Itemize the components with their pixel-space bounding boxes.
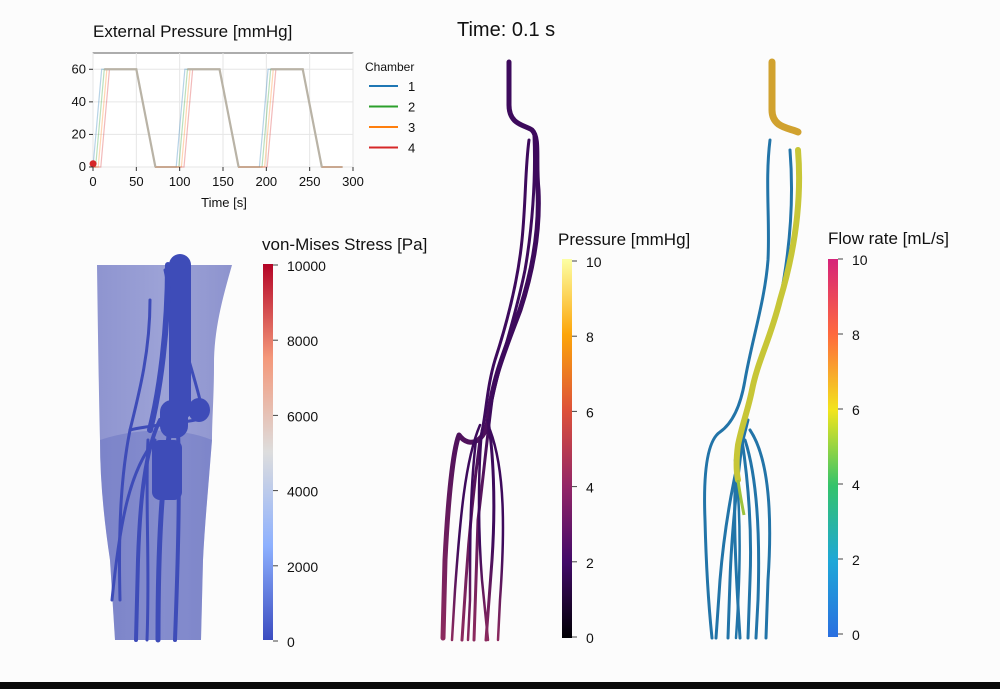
y-tick-label: 20: [72, 126, 86, 141]
legend-label: 2: [408, 100, 415, 115]
colorbar-tick-label: 8: [586, 329, 594, 345]
flow-colorbar-title: Flow rate [mL/s]: [828, 229, 949, 248]
chart-title: External Pressure [mmHg]: [93, 22, 292, 41]
legend-label: 4: [408, 141, 415, 156]
overlap-band: [187, 68, 240, 168]
chart-series-lines: [89, 68, 343, 168]
colorbar-tick-label: 8000: [287, 333, 318, 349]
flow-highlight-branch: [736, 479, 746, 516]
x-tick-label: 100: [169, 174, 191, 189]
knee-cap: [160, 400, 188, 438]
colorbar-tick-label: 0: [852, 627, 860, 643]
flow-colorbar-ticks: 10 8 6 4 2 0: [838, 252, 868, 643]
colorbar-tick-label: 4000: [287, 484, 318, 500]
x-tick-label: 200: [255, 174, 277, 189]
chart-x-axis: 0 50 100 150 200 250 300: [89, 167, 364, 189]
colorbar-tick-label: 4: [586, 480, 594, 496]
external-pressure-chart: External Pressure [mmHg] 0 20 40 60 0 50 100 1…: [72, 22, 416, 210]
chart-x-label: Time [s]: [201, 195, 247, 210]
x-tick-label: 250: [299, 174, 321, 189]
current-time-marker: [89, 160, 97, 168]
flow-panel: Flow rate [mL/s] 10 8 6 4 2 0: [703, 58, 949, 643]
y-tick-label: 60: [72, 61, 86, 76]
flow-trunk-main: [733, 147, 803, 483]
knee-bulge: [188, 398, 210, 422]
colorbar-tick-label: 2000: [287, 559, 318, 575]
overlap-band: [104, 68, 157, 168]
flow-branch-vessels: [703, 138, 794, 640]
stress-panel: von-Mises Stress [Pa] 10000 8000 6000 4000 2…: [97, 235, 427, 650]
colorbar-tick-label: 4: [852, 477, 860, 493]
shin-segment: [152, 440, 182, 500]
colorbar-tick-label: 0: [586, 630, 594, 646]
legend-label: 3: [408, 120, 415, 135]
flow-trunk-top: [768, 58, 802, 136]
time-label: Time: 0.1 s: [457, 19, 555, 41]
leg-body-overlay: [100, 430, 212, 640]
stress-colorbar-title: von-Mises Stress [Pa]: [262, 235, 427, 254]
stress-colorbar-ticks: 10000 8000 6000 4000 2000 0: [273, 258, 326, 650]
overlap-band: [270, 68, 323, 168]
colorbar-tick-label: 6: [852, 402, 860, 418]
legend-label: 1: [408, 79, 415, 94]
colorbar-tick-label: 8: [852, 327, 860, 343]
stress-colorbar: [263, 264, 273, 640]
colorbar-tick-label: 10: [586, 254, 602, 270]
legend-title: Chamber: [365, 60, 414, 74]
x-tick-label: 0: [89, 174, 96, 189]
pressure-colorbar: [562, 259, 572, 638]
pressure-vessels: [440, 59, 541, 642]
chart-legend: Chamber 1 2 3 4: [365, 60, 415, 156]
x-tick-label: 300: [342, 174, 364, 189]
colorbar-tick-label: 2: [586, 555, 594, 571]
colorbar-tick-label: 2: [852, 552, 860, 568]
colorbar-tick-label: 10000: [287, 258, 326, 274]
y-tick-label: 0: [79, 159, 86, 174]
colorbar-tick-label: 6: [586, 404, 594, 420]
pressure-colorbar-title: Pressure [mmHg]: [558, 230, 690, 249]
x-tick-label: 150: [212, 174, 234, 189]
colorbar-tick-label: 6000: [287, 408, 318, 424]
pressure-panel: Pressure [mmHg] 10 8 6 4 2 0: [440, 59, 690, 646]
bottom-edge-bar: [0, 682, 1000, 689]
y-tick-label: 40: [72, 94, 86, 109]
colorbar-tick-label: 10: [852, 252, 868, 268]
colorbar-tick-label: 0: [287, 634, 295, 650]
flow-colorbar: [828, 259, 838, 637]
x-tick-label: 50: [129, 174, 143, 189]
chart-y-axis: 0 20 40 60: [72, 61, 93, 174]
pressure-colorbar-ticks: 10 8 6 4 2 0: [572, 254, 602, 646]
